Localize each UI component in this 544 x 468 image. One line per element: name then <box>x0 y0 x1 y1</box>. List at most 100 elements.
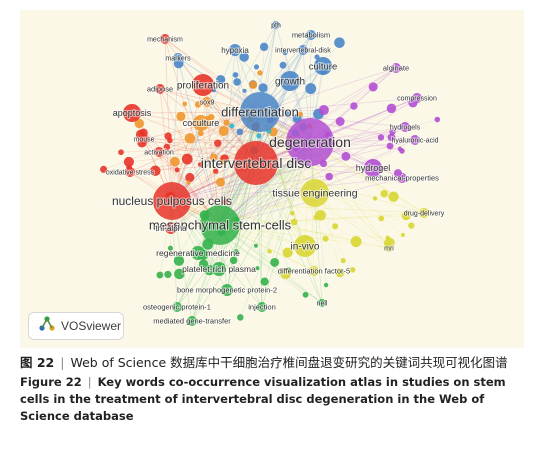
network-node <box>176 111 186 121</box>
network-link <box>261 141 311 308</box>
keyword-node-apoptosis <box>123 104 141 122</box>
network-link <box>171 139 416 202</box>
network-node <box>256 133 262 139</box>
keyword-label-mouse: mouse <box>133 136 154 143</box>
network-link <box>259 67 397 113</box>
network-node <box>204 264 215 276</box>
network-link <box>177 57 221 226</box>
network-link <box>219 224 388 239</box>
keyword-label-hypoxia: hypoxia <box>221 46 249 55</box>
network-node <box>368 82 378 92</box>
network-link <box>171 200 306 296</box>
network-labels: degeneration intervertebral disc different… <box>105 21 446 326</box>
keyword-node-mri <box>385 244 393 252</box>
network-link <box>219 65 324 226</box>
keyword-label-bone-morphogenetic-protein-2: bone morphogenetic protein-2 <box>177 286 277 295</box>
network-node <box>167 245 173 251</box>
keyword-node-adipose <box>155 84 165 94</box>
network-link <box>171 65 324 202</box>
network-node <box>270 257 280 267</box>
network-node <box>123 156 134 167</box>
network-link <box>219 66 257 226</box>
keyword-node-mechanism <box>160 34 170 44</box>
network-node <box>253 64 260 70</box>
keyword-node-mediated-gene-transfer <box>187 316 197 326</box>
network-node <box>194 101 202 108</box>
keyword-label-culture: culture <box>309 61 338 72</box>
keyword-node-degeneration <box>286 118 334 166</box>
network-node <box>349 267 356 273</box>
network-node <box>389 128 396 135</box>
network-link <box>219 49 236 226</box>
network-node <box>314 54 320 60</box>
caption-chinese: 图 22 | Web of Science 数据库中干细胞治疗椎间盘退变研究的关键词… <box>20 354 524 372</box>
keyword-node-tnf-alpha <box>165 222 177 234</box>
network-node <box>378 215 385 222</box>
keyword-node-bone-morphogenetic-protein-2 <box>221 284 233 296</box>
network-node <box>156 271 164 279</box>
network-node <box>289 210 295 216</box>
network-node <box>184 133 196 144</box>
keyword-label-in-vivo: in-vivo <box>291 242 320 253</box>
network-node <box>236 128 244 136</box>
network-node <box>259 42 269 52</box>
network-node <box>386 142 394 150</box>
network-link <box>129 141 311 173</box>
keyword-node-pth <box>272 21 280 29</box>
network-node <box>285 111 290 116</box>
network-link <box>155 141 311 172</box>
network-node <box>388 191 399 202</box>
keyword-node-differentiation <box>240 92 280 132</box>
network-link <box>259 111 390 249</box>
network-link <box>255 162 412 226</box>
keyword-label-osteogenic-protein-1: osteogenic protein-1 <box>143 303 211 312</box>
vosviewer-logo: VOSviewer <box>28 312 124 340</box>
keyword-label-mediated-gene-transfer: mediated gene-transfer <box>153 317 231 326</box>
network-node <box>216 75 226 85</box>
network-link <box>158 141 311 153</box>
keyword-label-coculture: coculture <box>183 118 220 128</box>
keyword-label-mechanical-properties: mechanical-properties <box>365 174 439 183</box>
network-link <box>171 79 221 202</box>
network-node <box>223 119 230 126</box>
network-link <box>171 24 277 202</box>
network-link <box>171 200 263 308</box>
network-node <box>350 236 362 248</box>
network-link <box>219 57 245 226</box>
keyword-node-alginate <box>391 63 401 73</box>
network-node <box>282 49 288 56</box>
network-node <box>222 199 229 205</box>
network-node <box>215 177 226 187</box>
network-link <box>219 126 406 226</box>
keyword-node-mesenchymal-stem-cells <box>200 205 240 245</box>
network-node <box>185 172 195 183</box>
network-node <box>408 222 415 229</box>
network-node <box>164 270 172 279</box>
keyword-label-alginate: alginate <box>383 64 409 73</box>
network-link <box>164 38 311 143</box>
network-node <box>305 83 317 95</box>
keyword-node-growth <box>280 71 300 91</box>
network-node <box>221 159 227 165</box>
network-link <box>171 177 403 202</box>
network-node <box>260 277 269 286</box>
keyword-node-nucleus-pulposus-cells <box>153 182 191 220</box>
network-node <box>334 37 345 48</box>
network-node <box>302 291 309 298</box>
network-node <box>213 168 219 174</box>
network-node <box>322 235 329 242</box>
network-link <box>259 97 418 113</box>
network-link <box>171 200 425 214</box>
keyword-label-tissue-engineering: tissue engineering <box>272 188 357 200</box>
caption-english: Figure 22 | Key words co-occurrence visual… <box>20 374 524 425</box>
network-node <box>218 126 229 137</box>
network-node <box>170 156 180 167</box>
vosviewer-logo-text: VOSviewer <box>61 319 122 333</box>
keyword-node-culture <box>314 57 332 75</box>
network-link <box>171 192 316 202</box>
network-link <box>120 141 311 153</box>
network-node <box>237 314 244 321</box>
network-node <box>233 78 241 86</box>
keyword-node-activation <box>154 147 164 157</box>
network-node <box>434 116 441 123</box>
